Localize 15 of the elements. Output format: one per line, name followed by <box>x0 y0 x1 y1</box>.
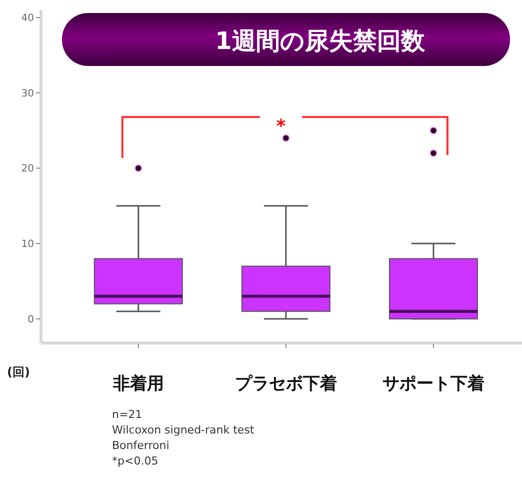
y-tick-label: 10 <box>21 239 34 250</box>
y-tick-label: 40 <box>21 13 34 24</box>
y-tick-label: 0 <box>28 314 34 326</box>
annotation: * <box>276 116 286 137</box>
text: 1週間の尿失禁回数 <box>215 27 426 55</box>
text: Wilcoxon signed-rank test <box>112 424 255 436</box>
x-tick-label: 非着用 <box>112 374 164 394</box>
text: Bonferroni <box>112 439 170 452</box>
text: n=21 <box>112 408 142 421</box>
text: *p<0.05 <box>112 454 158 468</box>
y-tick-label: 30 <box>21 88 34 100</box>
x-tick-label: サポート下着 <box>382 374 484 394</box>
y-axis-title: (回) <box>7 365 30 379</box>
y-tick-label: 20 <box>21 164 34 175</box>
x-tick-label: プラセボ下着 <box>234 374 337 394</box>
